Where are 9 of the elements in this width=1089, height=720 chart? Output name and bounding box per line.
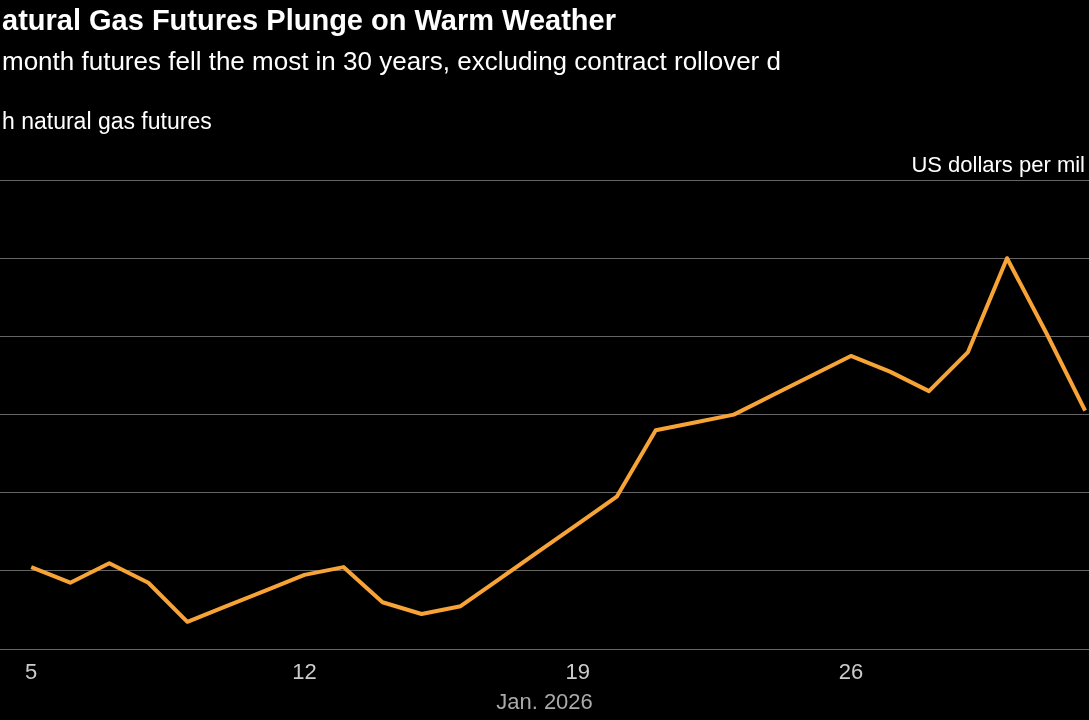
chart-subtitle: month futures fell the most in 30 years, excluding contract rollover d [2, 46, 781, 77]
chart-title: atural Gas Futures Plunge on Warm Weather [2, 4, 616, 37]
x-tick-label: 19 [565, 659, 590, 685]
y-axis-title: US dollars per mil [911, 152, 1085, 178]
x-tick-label: 5 [25, 659, 38, 685]
x-tick-label: 26 [838, 659, 864, 685]
text: h natural gas futures [2, 108, 212, 135]
x-axis-title: Jan. 2026 [496, 688, 593, 714]
x-tick-label: 12 [292, 659, 317, 685]
